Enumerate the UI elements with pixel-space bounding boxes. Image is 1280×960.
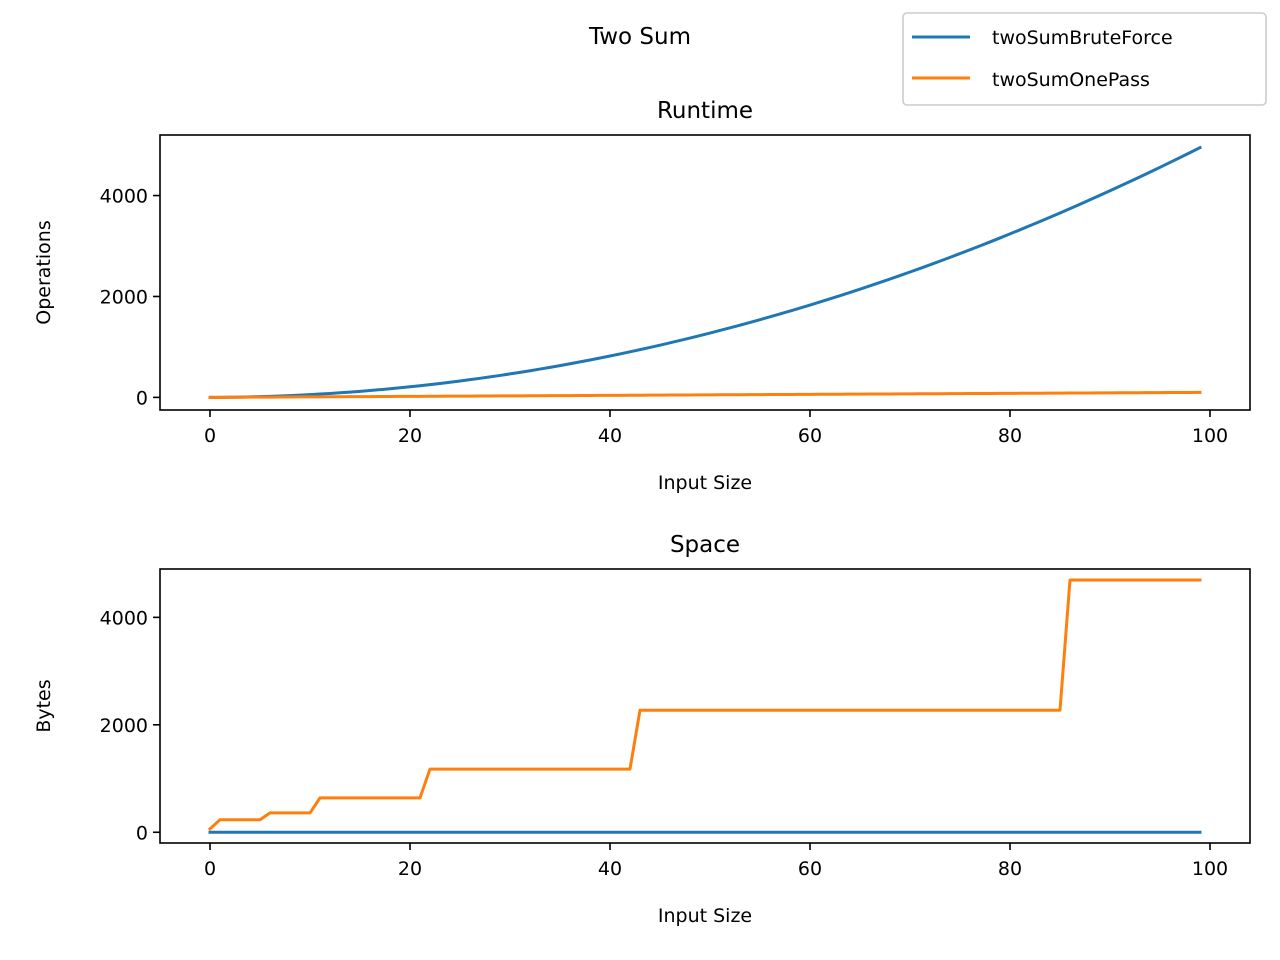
runtime-y-axis-label: Operations	[33, 220, 55, 324]
runtime-plot-frame	[159, 134, 1251, 411]
legend-label-brute-force: twoSumBruteForce	[992, 27, 1173, 49]
space-x-tick-label: 80	[998, 858, 1022, 880]
runtime-series-brute-force-line	[208, 145, 1203, 399]
runtime-x-tick-label: 40	[598, 425, 622, 447]
runtime-subplot: Runtime Input Size Operations 0 20 40 60 80 1…	[33, 98, 1251, 494]
runtime-x-axis-label: Input Size	[658, 472, 752, 494]
space-plot-frame	[159, 568, 1251, 844]
space-x-axis-label: Input Size	[658, 905, 752, 927]
runtime-y-tick-label: 2000	[100, 286, 148, 308]
figure-title: Two Sum	[588, 24, 691, 50]
runtime-series-one-pass-line	[208, 390, 1202, 399]
space-x-tick-label: 100	[1192, 858, 1228, 880]
space-y-axis-label: Bytes	[33, 679, 55, 732]
legend: twoSumBruteForce twoSumOnePass	[902, 12, 1267, 106]
runtime-x-tick-label: 80	[998, 425, 1022, 447]
space-subplot: Space Input Size Bytes 0 20 40 60 80 100 0 2000…	[33, 532, 1251, 927]
space-title: Space	[670, 532, 740, 558]
runtime-x-tick-label: 100	[1192, 425, 1228, 447]
space-y-tick-label: 0	[136, 822, 148, 844]
space-x-tick-label: 20	[398, 858, 422, 880]
space-x-tick-label: 0	[204, 858, 216, 880]
legend-label-one-pass: twoSumOnePass	[992, 69, 1150, 91]
runtime-y-tick-label: 4000	[100, 186, 148, 208]
space-y-tick-label: 2000	[100, 715, 148, 737]
space-series-one-pass-line	[207, 578, 1202, 831]
runtime-title: Runtime	[657, 98, 753, 124]
runtime-x-tick-label: 20	[398, 425, 422, 447]
runtime-x-tick-label: 0	[204, 425, 216, 447]
space-x-tick-label: 60	[798, 858, 822, 880]
legend-box	[902, 12, 1267, 106]
runtime-x-tick-label: 60	[798, 425, 822, 447]
space-y-tick-label: 4000	[100, 607, 148, 629]
runtime-y-tick-label: 0	[136, 387, 148, 409]
space-x-tick-label: 40	[598, 858, 622, 880]
